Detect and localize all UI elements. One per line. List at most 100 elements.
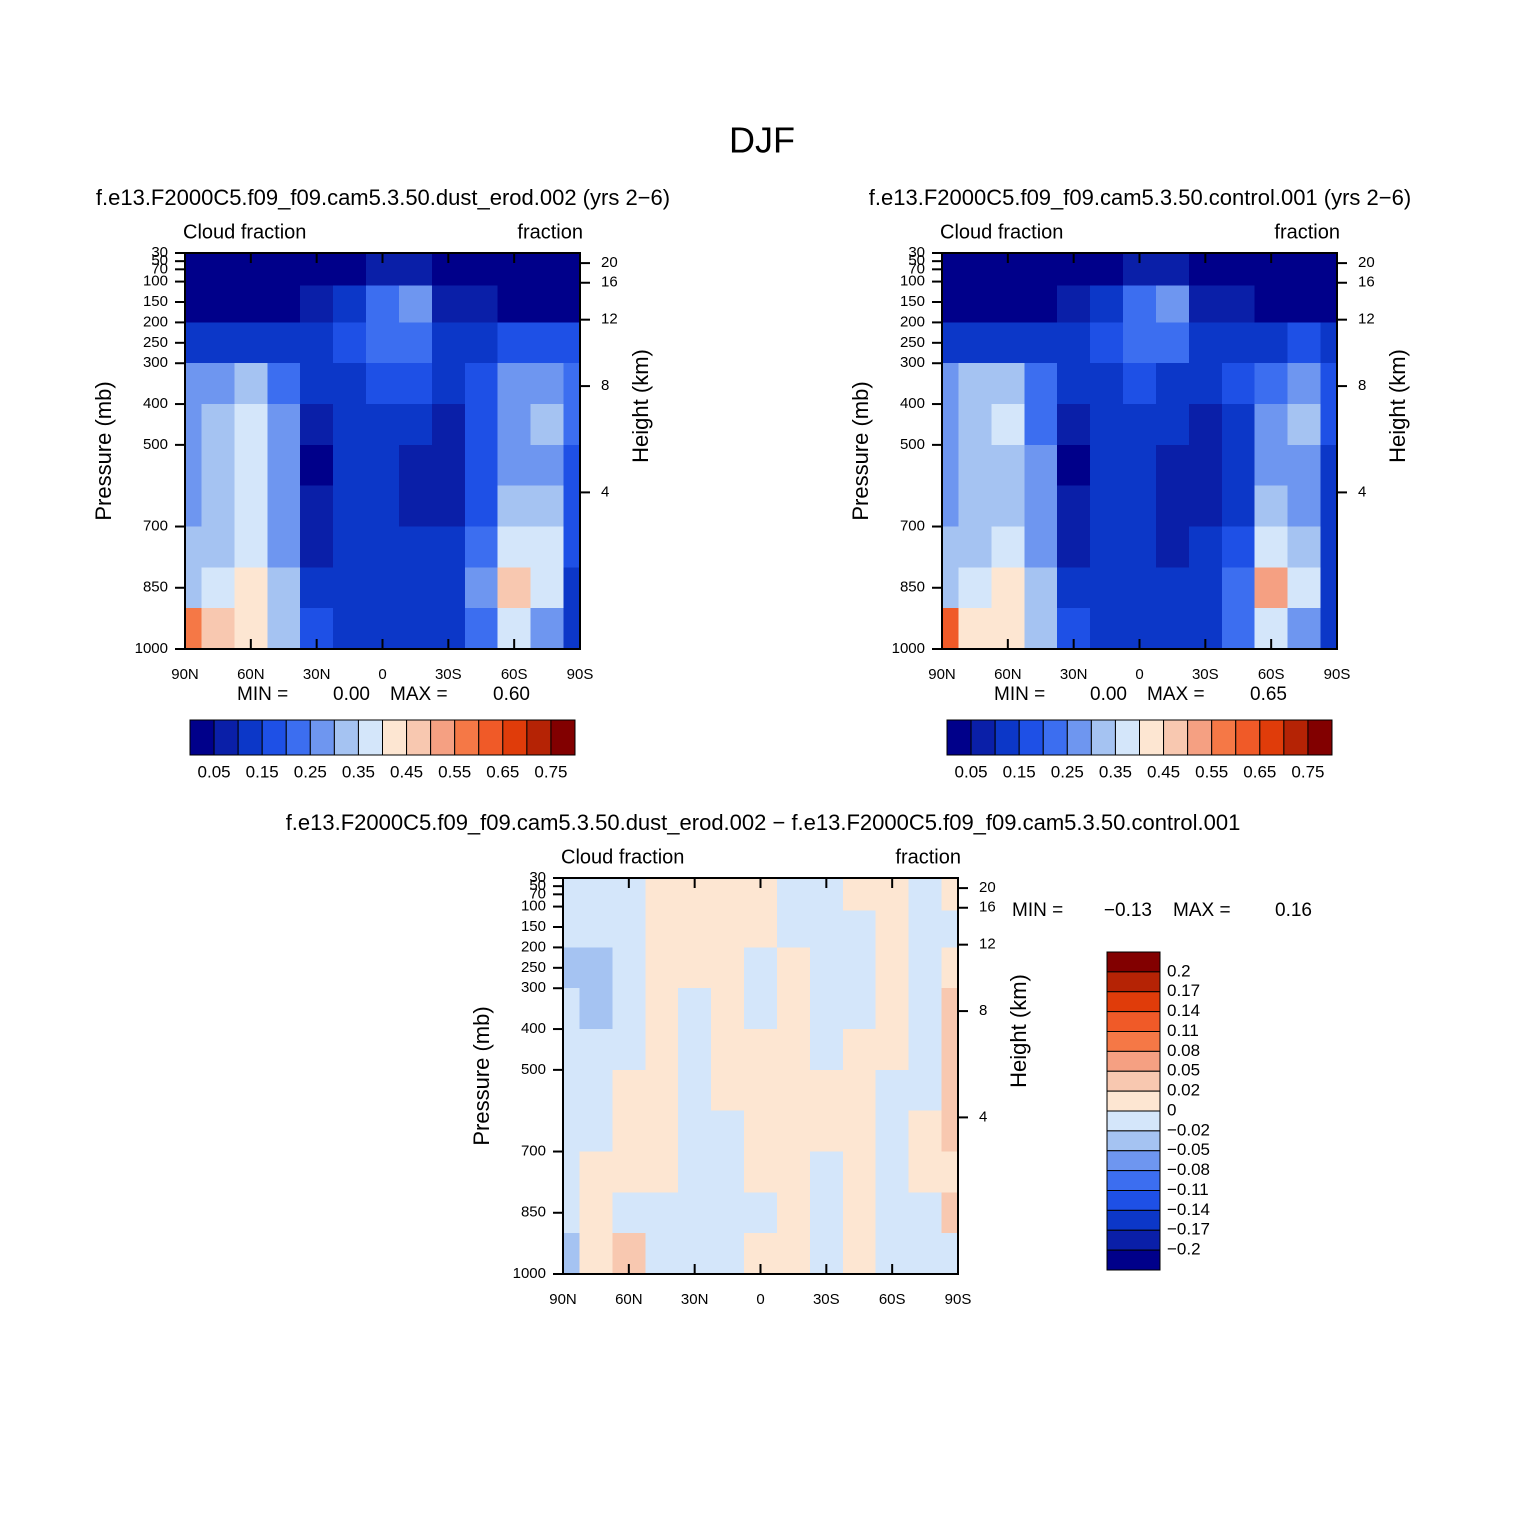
stat-value: 0.65 [1250,684,1287,705]
contour-cell [1057,404,1091,446]
y-tick-label: 400 [143,395,168,412]
contour-cell [908,878,943,912]
stat-value: 0.60 [493,684,530,705]
contour-cell [530,404,565,446]
contour-cell [842,1151,877,1193]
y2-tick-label: 16 [601,274,618,291]
contour-cell [958,444,992,487]
contour-cell [1287,253,1322,287]
contour-cell [300,363,334,405]
contour-cell [1024,404,1058,446]
contour-cell [563,910,581,949]
y-tick-label: 850 [521,1204,546,1221]
contour-cell [776,878,811,912]
contour-cell [1090,567,1124,609]
contour-cell [431,322,466,364]
contour-cell [1254,485,1289,528]
contour-cell [579,1192,613,1234]
contour-cell [711,878,745,912]
contour-cell [300,485,334,528]
colorbar-label: 0.11 [1167,1021,1199,1040]
contour-cell [645,1151,679,1193]
colorbar-label: 0.35 [1099,762,1132,781]
colorbar-box [970,719,996,756]
contour-cell [942,608,960,650]
contour-cell [398,285,433,324]
colorbar-box [406,719,432,756]
contour-cell [1287,363,1322,405]
contour-cell [942,444,960,487]
contour-cell [1188,285,1223,324]
y-tick-label: 400 [521,1020,546,1037]
contour-cell [1123,444,1157,487]
contour-cell [333,363,367,405]
contour-cell [333,404,367,446]
y-tick-label: 70 [529,885,546,902]
contour-cell [1320,485,1338,528]
contour-cell [366,322,400,364]
contour-cell [1155,404,1190,446]
left-string: Cloud fraction [940,221,1063,243]
contour-cell [1320,253,1338,287]
contour-cell [563,947,581,989]
contour-cell [1057,322,1091,364]
contour-cell [1287,404,1322,446]
contour-cell [333,608,367,650]
contour-cell [1123,567,1157,609]
y2-tick-label: 8 [979,1002,987,1019]
contour-cell [201,363,235,405]
contour-cell [201,285,235,324]
contour-cell [908,1029,943,1071]
contour-cell [776,1029,811,1071]
contour-cell [942,322,960,364]
contour-cell [744,1151,778,1193]
contour-cell [398,253,433,287]
colorbar-box [1139,719,1165,756]
contour-cell [776,1233,811,1275]
contour-cell [530,526,565,568]
contour-cell [563,1151,581,1193]
y-axis-label: Pressure (mb) [848,381,873,520]
contour-cell [1320,285,1338,324]
contour-cell [185,608,203,650]
contour-cell [908,1151,943,1193]
y-tick-label: 100 [900,273,925,290]
stat-name: MIN = [1012,900,1063,921]
contour-field [563,878,959,1275]
colorbar-box [1106,1170,1161,1191]
contour-cell [958,322,992,364]
x-tick-label: 0 [1135,666,1143,683]
contour-cell [431,444,466,487]
colorbar-label: 0.15 [1003,762,1036,781]
contour-cell [234,526,268,568]
contour-cell [530,285,565,324]
contour-cell [1155,485,1190,528]
contour-cell [991,567,1025,609]
stat-value: 0.00 [1090,684,1127,705]
y-tick-label: 500 [143,436,168,453]
contour-cell [333,567,367,609]
colorbar-label: 0.25 [294,762,327,781]
contour-cell [776,988,811,1030]
contour-cell [497,485,532,528]
contour-cell [267,285,301,324]
contour-cell [1320,567,1338,609]
y-tick-label: 400 [900,395,925,412]
y-tick-label: 250 [143,334,168,351]
contour-cell [185,404,203,446]
contour-cell [1287,608,1322,650]
contour-cell [234,485,268,528]
contour-cell [563,1029,581,1071]
x-tick-label: 30S [813,1291,840,1308]
contour-cell [958,567,992,609]
contour-cell [941,1110,959,1153]
contour-cell [1320,526,1338,568]
contour-cell [809,1069,844,1112]
colorbar-box [994,719,1020,756]
contour-cell [875,947,910,989]
contour-cell [1254,363,1289,405]
contour-cell [201,485,235,528]
contour-cell [398,444,433,487]
colorbar-label: 0.08 [1167,1041,1200,1060]
contour-cell [908,1233,943,1275]
